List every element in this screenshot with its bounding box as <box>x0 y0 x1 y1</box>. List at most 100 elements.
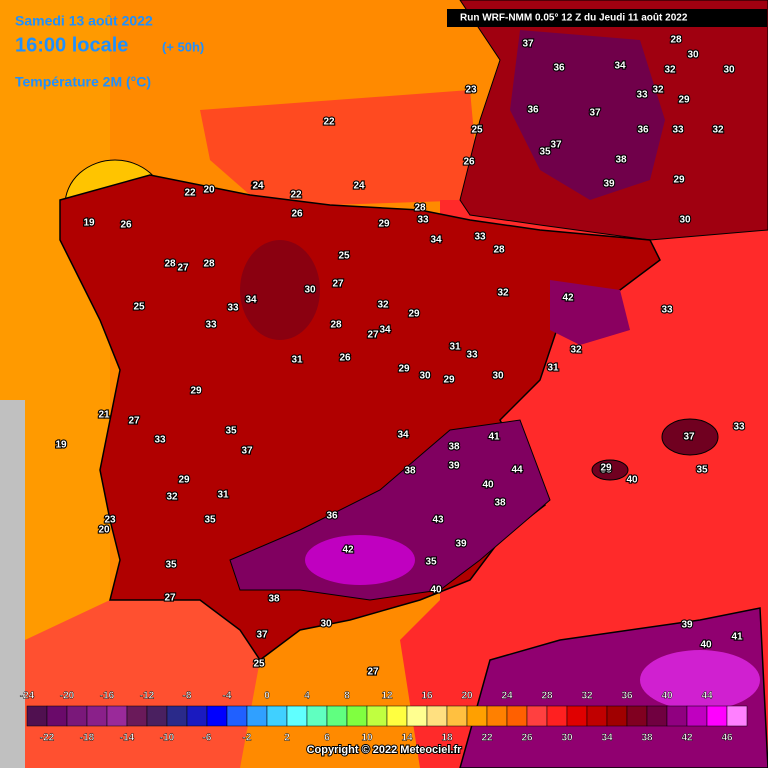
colorbar-label: 40 <box>661 691 673 702</box>
temperature-label: 35 <box>225 426 237 437</box>
colorbar-label: -10 <box>160 733 175 744</box>
colorbar-swatch <box>686 705 708 727</box>
temperature-label: 42 <box>342 545 354 556</box>
colorbar-label: 4 <box>304 691 310 702</box>
temperature-label: 34 <box>397 430 409 441</box>
temperature-label: 28 <box>493 245 505 256</box>
colorbar-label: 34 <box>601 733 613 744</box>
run-box <box>447 9 767 27</box>
colorbar-swatch <box>626 705 648 727</box>
colorbar-label: -8 <box>183 691 192 702</box>
temperature-label: 25 <box>338 251 350 262</box>
temperature-label: 27 <box>332 279 344 290</box>
colorbar-label: 14 <box>401 733 413 744</box>
colorbar-label: 22 <box>481 733 493 744</box>
offset: (+ 50h) <box>162 39 204 54</box>
colorbar-label: 46 <box>721 733 733 744</box>
temperature-label: 24 <box>353 181 365 192</box>
colorbar-swatch <box>286 705 308 727</box>
temperature-label: 28 <box>670 35 682 46</box>
colorbar-label: 6 <box>324 733 330 744</box>
temperature-label: 37 <box>241 446 253 457</box>
temperature-label: 37 <box>550 140 562 151</box>
balearic <box>591 459 629 481</box>
temperature-label: 35 <box>204 515 216 526</box>
temperature-label: 27 <box>177 263 189 274</box>
biscay <box>200 90 480 205</box>
temperature-label: 36 <box>326 511 338 522</box>
temperature-label: 38 <box>615 155 627 166</box>
colorbar-swatch <box>466 705 488 727</box>
hot-meseta <box>240 240 320 340</box>
temperature-label: 32 <box>377 300 389 311</box>
temperature-label: 28 <box>414 203 426 214</box>
colorbar-label: 8 <box>344 691 350 702</box>
colorbar-swatch <box>66 705 88 727</box>
temperature-label: 35 <box>165 560 177 571</box>
temperature-label: 31 <box>291 355 303 366</box>
temperature-label: 36 <box>527 105 539 116</box>
temperature-label: 27 <box>367 330 379 341</box>
temperature-label: 23 <box>104 515 116 526</box>
temperature-label: 33 <box>474 232 486 243</box>
temperature-label: 31 <box>547 363 559 374</box>
colorbar-swatch <box>366 705 388 727</box>
colorbar-swatch <box>106 705 128 727</box>
colorbar-label: 28 <box>541 691 553 702</box>
temperature-label: 26 <box>291 209 303 220</box>
temperature-label: 42 <box>562 293 574 304</box>
temperature-label: 32 <box>712 125 724 136</box>
temperature-label: 33 <box>205 320 217 331</box>
colorbar-swatch <box>646 705 668 727</box>
colorbar-label: -2 <box>243 733 252 744</box>
colorbar-swatch <box>586 705 608 727</box>
hot-core <box>305 535 415 585</box>
temperature-label: 33 <box>672 125 684 136</box>
colorbar-swatch <box>266 705 288 727</box>
temperature-label: 29 <box>408 309 420 320</box>
temperature-label: 28 <box>203 259 215 270</box>
colorbar-label: -16 <box>100 691 115 702</box>
temperature-label: 33 <box>733 422 745 433</box>
temperature-label: 37 <box>683 432 695 443</box>
temperature-label: 32 <box>664 65 676 76</box>
temperature-label: 31 <box>449 342 461 353</box>
temperature-label: 34 <box>430 235 442 246</box>
colorbar-swatch <box>566 705 588 727</box>
no-data <box>0 400 25 768</box>
temperature-label: 35 <box>696 465 708 476</box>
temperature-label: 33 <box>417 215 429 226</box>
colorbar-label: -22 <box>40 733 55 744</box>
colorbar-swatch <box>666 705 688 727</box>
temperature-label: 30 <box>679 215 691 226</box>
temperature-label: 30 <box>320 619 332 630</box>
colorbar-swatch <box>146 705 168 727</box>
colorbar-label: 24 <box>501 691 513 702</box>
colorbar-label: -18 <box>80 733 95 744</box>
colorbar-label: 10 <box>361 733 373 744</box>
temperature-label: 24 <box>251 181 263 192</box>
gulf-cadiz <box>25 600 260 768</box>
temperature-label: 39 <box>603 179 615 190</box>
colorbar-label: 44 <box>701 691 713 702</box>
temperature-label: 38 <box>268 594 280 605</box>
colorbar-swatch <box>86 705 108 727</box>
colorbar-swatch <box>326 705 348 727</box>
temperature-label: 22 <box>184 188 196 199</box>
temperature-label: 39 <box>455 539 467 550</box>
colorbar-label: 0 <box>264 691 270 702</box>
temperature-label: 40 <box>482 480 494 491</box>
temperature-label: 32 <box>497 288 509 299</box>
colorbar-label: 26 <box>521 733 533 744</box>
date: Samedi 13 août 2022 <box>15 13 153 29</box>
temperature-label: 27 <box>367 667 379 678</box>
temperature-label: 36 <box>637 125 649 136</box>
temperature-label: 30 <box>492 371 504 382</box>
temperature-label: 29 <box>678 95 690 106</box>
temperature-label: 35 <box>539 147 551 158</box>
colorbar-label: -14 <box>120 733 135 744</box>
temperature-label: 33 <box>466 350 478 361</box>
colorbar-label: -20 <box>60 691 75 702</box>
colorbar-swatch <box>506 705 528 727</box>
